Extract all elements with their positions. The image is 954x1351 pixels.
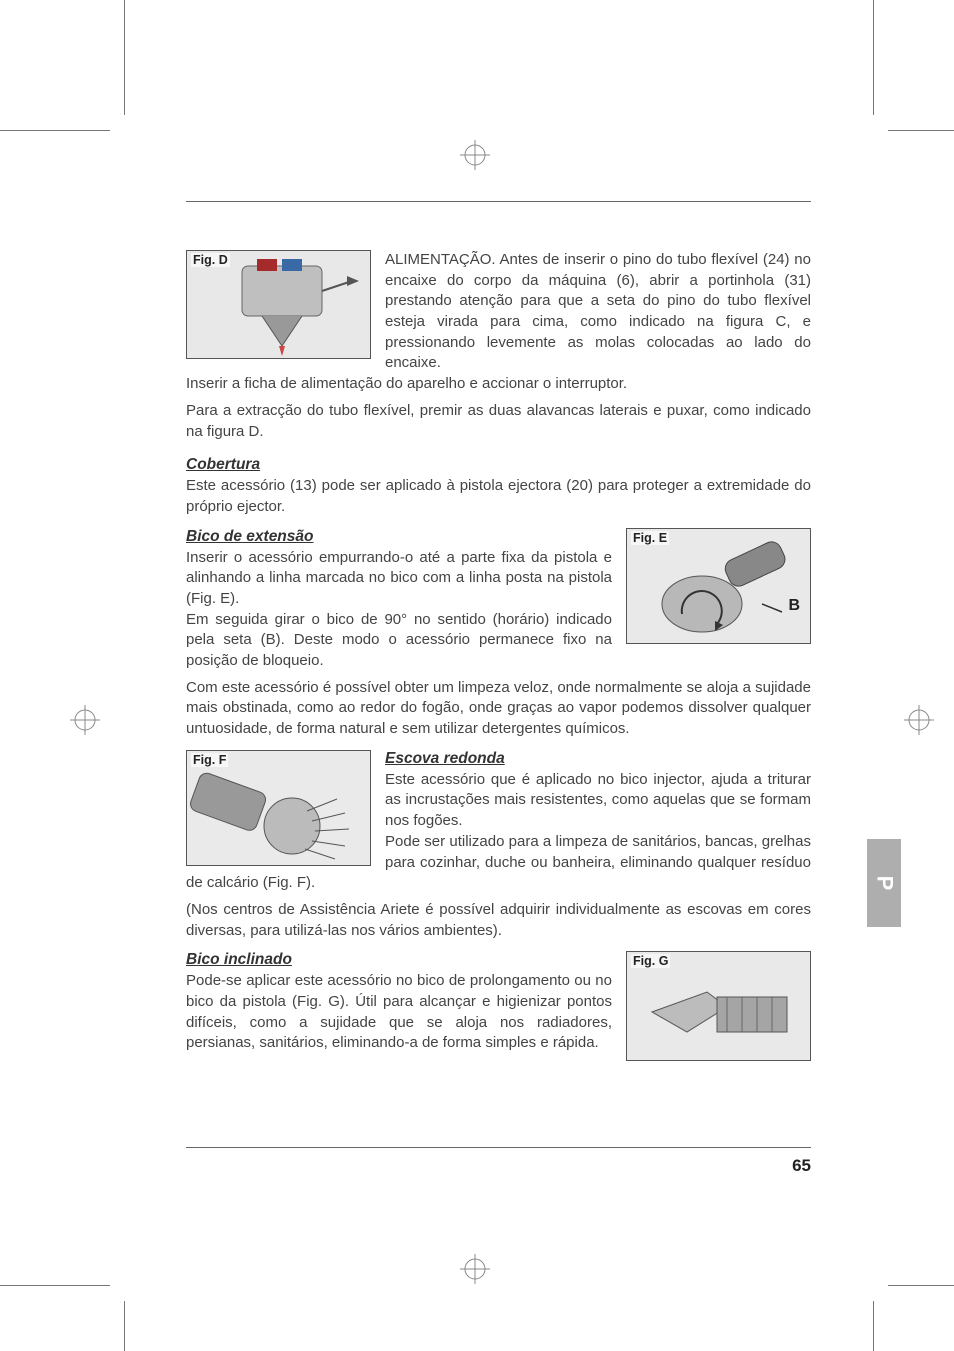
registration-mark-left — [70, 705, 100, 735]
figure-g-label: Fig. G — [631, 954, 670, 968]
registration-mark-top — [460, 140, 490, 170]
escova-p3: (Nos centros de Assistência Ariete é pos… — [186, 900, 811, 941]
header-rule — [186, 201, 811, 202]
figure-g: Fig. G — [626, 951, 811, 1061]
page-number: 65 — [792, 1156, 811, 1176]
figure-d-label: Fig. D — [191, 253, 230, 267]
crop-mark — [0, 130, 110, 131]
figure-d: Fig. D — [186, 250, 371, 359]
figure-e: Fig. E B — [626, 528, 811, 644]
crop-mark — [888, 130, 954, 131]
language-tab-label: P — [871, 876, 897, 891]
language-tab: P — [867, 839, 901, 927]
footer-rule — [186, 1147, 811, 1148]
crop-mark — [0, 1285, 110, 1286]
figure-f-label: Fig. F — [191, 753, 228, 767]
registration-mark-bottom — [460, 1254, 490, 1284]
crop-mark — [124, 0, 125, 115]
crop-mark — [873, 0, 874, 115]
registration-mark-right — [904, 705, 934, 735]
section-escova: Fig. F Escova redonda Este acessório que… — [186, 750, 811, 894]
bico-extensao-p3: Com este acessório é possível obter um l… — [186, 678, 811, 740]
crop-mark — [124, 1301, 125, 1351]
figure-e-label: Fig. E — [631, 531, 669, 545]
intro-para-2: Inserir a ficha de alimentação do aparel… — [186, 374, 811, 395]
figure-e-marker: B — [788, 597, 800, 615]
cobertura-text: Este acessório (13) pode ser aplicado à … — [186, 476, 811, 517]
section-bico-inclinado: Fig. G Bico inclinado Pode-se aplicar es… — [186, 951, 811, 1065]
crop-mark — [888, 1285, 954, 1286]
section-intro: Fig. D ALIMENTAÇÃO. Antes de inserir o p… — [186, 250, 811, 395]
page-content: Fig. D ALIMENTAÇÃO. Antes de inserir o p… — [186, 201, 811, 1176]
figure-f: Fig. F — [186, 750, 371, 866]
intro-para-3: Para a extracção do tubo flexível, premi… — [186, 401, 811, 442]
section-bico-extensao: Fig. E B Bico de extensão Inserir o aces… — [186, 528, 811, 672]
crop-mark — [873, 1301, 874, 1351]
heading-cobertura: Cobertura — [186, 456, 811, 474]
